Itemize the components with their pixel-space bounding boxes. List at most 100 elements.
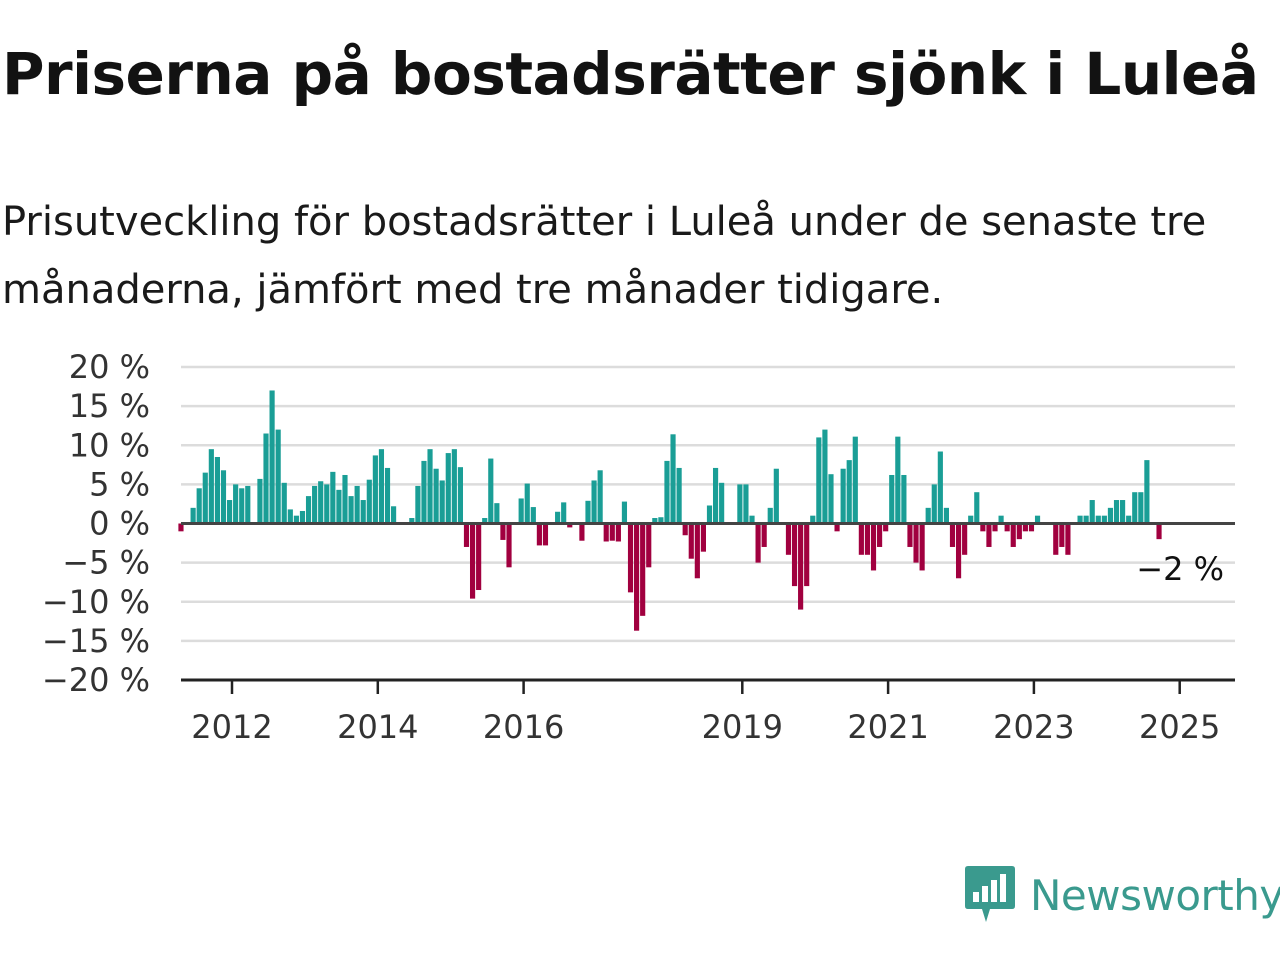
- bar: [196, 488, 202, 524]
- bar: [834, 523, 840, 532]
- bar: [591, 480, 597, 524]
- y-tick-label: −10 %: [42, 583, 150, 621]
- y-tick-label: 15 %: [69, 387, 150, 425]
- bar: [1053, 523, 1059, 555]
- bar: [482, 518, 488, 524]
- bar: [269, 390, 275, 524]
- bar: [712, 467, 719, 524]
- bar: [476, 523, 482, 591]
- bar: [1083, 515, 1089, 524]
- bar: [1101, 515, 1107, 524]
- bar: [1010, 523, 1016, 547]
- bar: [1022, 523, 1028, 532]
- y-tick-label: 0 %: [89, 505, 150, 543]
- bar: [700, 523, 706, 552]
- bar: [245, 485, 251, 524]
- bar: [603, 523, 609, 542]
- brand-name: Newsworthy: [1030, 870, 1280, 920]
- bar: [342, 474, 348, 524]
- bar: [931, 484, 937, 524]
- bar: [609, 523, 615, 541]
- bar: [919, 523, 925, 571]
- y-tick-label: 20 %: [69, 348, 150, 386]
- bar: [330, 471, 336, 524]
- bar: [998, 515, 1004, 524]
- bar: [883, 523, 889, 532]
- bar: [864, 523, 871, 555]
- bar: [743, 484, 749, 524]
- bar: [810, 515, 816, 524]
- bar: [1059, 523, 1065, 547]
- bar: [974, 492, 980, 524]
- bar: [336, 489, 342, 524]
- bar: [627, 523, 634, 593]
- x-axis-ticks: 2012 2014 2016 2019 2021 2023 2025: [191, 680, 1220, 746]
- bar: [312, 485, 318, 524]
- bar: [670, 434, 676, 524]
- bar: [986, 523, 992, 547]
- x-tick-label: 2023: [993, 708, 1074, 746]
- bar: [421, 460, 427, 524]
- x-tick-label: 2012: [191, 708, 272, 746]
- x-tick-label: 2025: [1139, 708, 1220, 746]
- bar: [755, 523, 761, 563]
- bar: [773, 468, 779, 524]
- bar: [275, 429, 281, 524]
- bar: [257, 478, 263, 524]
- bar: [457, 467, 463, 524]
- bar: [561, 502, 567, 524]
- bar: [597, 470, 603, 524]
- bar: [1107, 507, 1114, 524]
- y-tick-label: 10 %: [69, 426, 150, 464]
- bar: [907, 523, 913, 547]
- bar: [852, 436, 858, 524]
- bar: [658, 517, 664, 524]
- bar: [318, 481, 324, 524]
- bar: [858, 523, 864, 555]
- bar: [749, 515, 755, 524]
- bar: [384, 467, 391, 524]
- bar: [305, 496, 312, 524]
- bar: [488, 458, 494, 524]
- bar: [925, 507, 931, 524]
- bar: [877, 523, 883, 547]
- bar: [992, 523, 998, 532]
- gridlines: [181, 365, 1235, 643]
- bar: [840, 468, 846, 524]
- bar: [646, 523, 652, 568]
- bar: [178, 523, 184, 532]
- bar: [469, 523, 476, 599]
- last-value-label: −2 %: [1136, 550, 1224, 588]
- bar: [1065, 523, 1071, 555]
- bar: [767, 507, 773, 524]
- bar: [214, 456, 220, 524]
- bar: [202, 472, 208, 524]
- bar: [500, 523, 506, 540]
- bar: [463, 523, 470, 547]
- bar: [719, 482, 725, 524]
- bar: [445, 453, 451, 524]
- bar: [785, 523, 792, 555]
- bar: [846, 460, 852, 524]
- bar: [1126, 515, 1132, 524]
- newsworthy-logo: Newsworthy: [964, 864, 1280, 926]
- bar: [354, 485, 360, 524]
- page-subtitle: Prisutveckling för bostadsrätter i Luleå…: [2, 199, 1207, 313]
- bar: [518, 498, 524, 524]
- bar: [798, 523, 804, 610]
- bar: [1095, 515, 1101, 524]
- bar: [324, 484, 330, 524]
- bar: [962, 523, 968, 555]
- bar: [226, 500, 233, 524]
- bar: [870, 523, 877, 571]
- bar: [451, 449, 457, 524]
- x-tick-label: 2021: [847, 708, 928, 746]
- bar: [1138, 492, 1144, 524]
- bar: [943, 507, 949, 524]
- bar: [895, 436, 901, 524]
- bar: [439, 480, 445, 524]
- bar: [1004, 523, 1010, 532]
- bar: [427, 449, 433, 524]
- bar: [1132, 492, 1138, 524]
- bar: [828, 474, 834, 524]
